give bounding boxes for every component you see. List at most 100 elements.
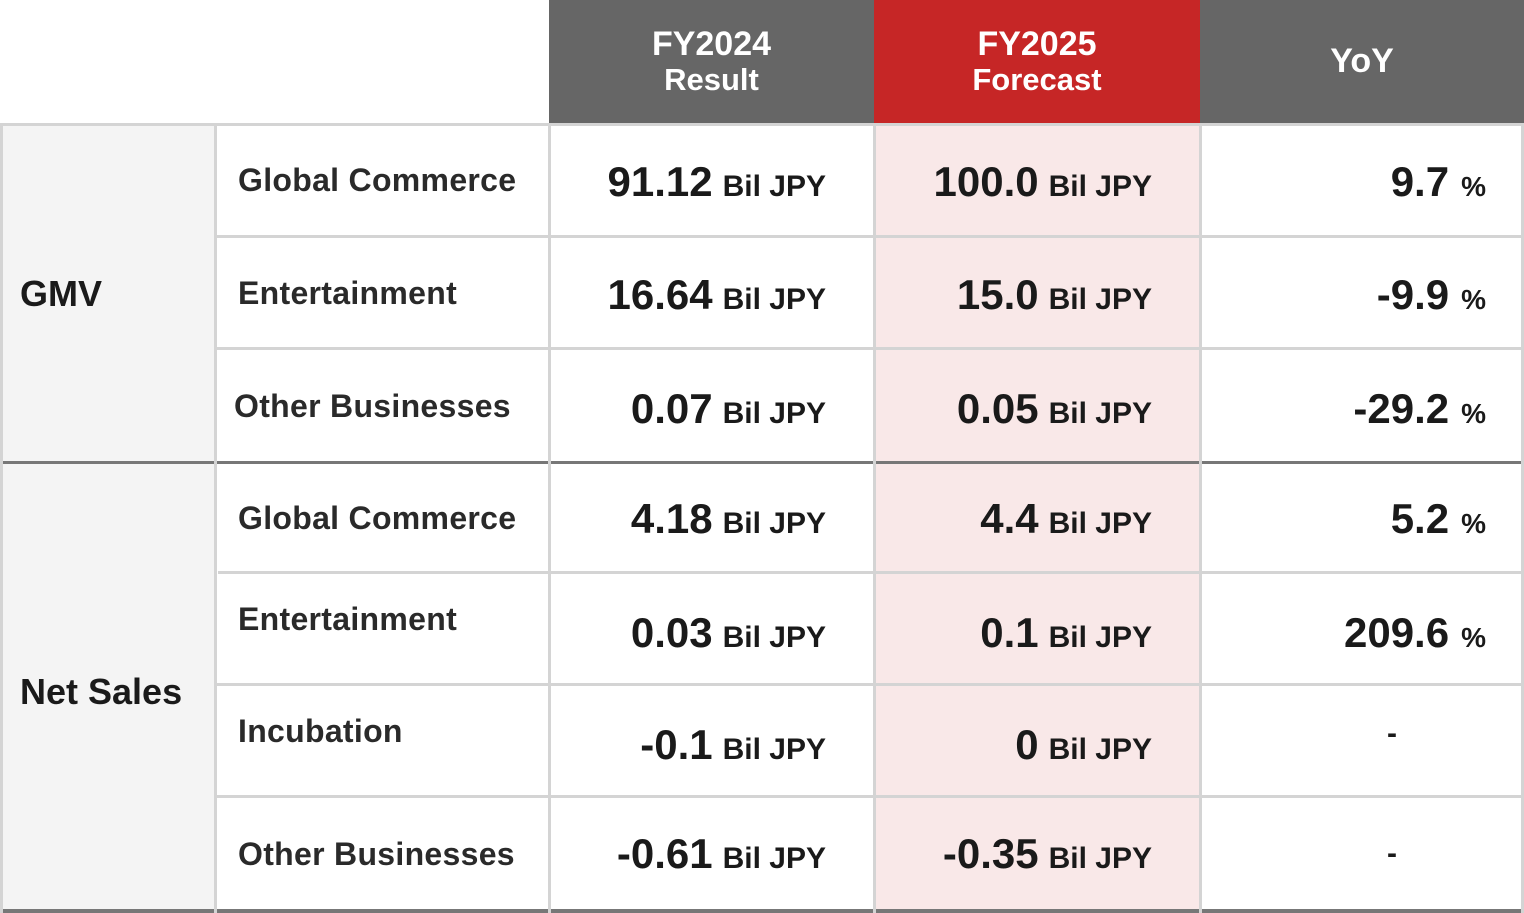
fy2025-value: 4.4: [980, 495, 1039, 542]
divider: [214, 124, 217, 913]
fy2024-value: 4.18: [630, 495, 713, 542]
segment-label: Other Businesses: [234, 387, 511, 424]
fy2024-unit: Bil JPY: [722, 283, 826, 316]
fy2024-unit: Bil JPY: [722, 733, 826, 766]
yoy-unit: %: [1461, 171, 1486, 202]
segment-cell: Global Commerce: [216, 464, 549, 572]
divider: [1199, 124, 1202, 913]
fy2025-cell: 100.0 Bil JPY: [874, 124, 1200, 237]
divider: [548, 124, 551, 913]
fy2024-unit: Bil JPY: [722, 842, 826, 875]
segment-cell: Entertainment: [216, 237, 549, 349]
yoy-unit: %: [1461, 622, 1486, 653]
divider: [216, 347, 1524, 350]
segment-cell: Incubation: [216, 685, 549, 796]
divider: [0, 123, 1524, 126]
divider: [216, 683, 1524, 686]
yoy-cell: -: [1200, 797, 1524, 911]
yoy-value: 9.7: [1390, 158, 1450, 205]
fy2025-unit: Bil JPY: [1048, 842, 1152, 875]
segment-label: Global Commerce: [238, 162, 517, 198]
header-yoy: YoY: [1200, 0, 1524, 123]
fy2024-cell: -0.1 Bil JPY: [549, 685, 874, 796]
header-yoy-label: YoY: [1330, 42, 1394, 81]
header-fy2024: FY2024 Result: [549, 0, 874, 123]
group-gmv: GMV: [0, 124, 216, 463]
fy2024-value: 0.03: [630, 609, 713, 656]
fy2025-value: 0.1: [980, 609, 1039, 656]
fy2024-unit: Bil JPY: [722, 621, 826, 654]
divider: [218, 571, 1524, 574]
header-fy2025-year: FY2025: [977, 25, 1097, 64]
fy2025-unit: Bil JPY: [1048, 283, 1152, 316]
fy2025-cell: 15.0 Bil JPY: [874, 237, 1200, 349]
fy2025-cell: 0.1 Bil JPY: [874, 573, 1200, 684]
segment-label: Global Commerce: [238, 499, 517, 536]
yoy-unit: %: [1461, 508, 1486, 539]
fy2024-value: -0.61: [616, 830, 713, 877]
yoy-value: 209.6: [1343, 609, 1450, 656]
fy2025-cell: 4.4 Bil JPY: [874, 464, 1200, 572]
fy2025-cell: -0.35 Bil JPY: [874, 797, 1200, 911]
segment-cell: Other Businesses: [216, 349, 549, 463]
fy2025-cell: 0.05 Bil JPY: [874, 349, 1200, 463]
fy2024-cell: 4.18 Bil JPY: [549, 464, 874, 572]
fy2025-unit: Bil JPY: [1048, 733, 1152, 766]
yoy-cell: -: [1200, 685, 1524, 796]
fy2024-cell: -0.61 Bil JPY: [549, 797, 874, 911]
fy2025-value: -0.35: [942, 830, 1039, 877]
yoy-value: -9.9: [1376, 271, 1450, 318]
yoy-unit: %: [1461, 284, 1486, 315]
yoy-value: -29.2: [1353, 385, 1450, 432]
divider: [1521, 124, 1524, 913]
group-gmv-label: GMV: [20, 272, 103, 314]
divider: [216, 235, 1524, 238]
segment-cell: Entertainment: [216, 573, 549, 684]
fy2025-value: 100.0: [933, 158, 1039, 205]
fy2024-unit: Bil JPY: [722, 397, 826, 430]
fy2024-unit: Bil JPY: [722, 170, 826, 203]
yoy-cell: 9.7 %: [1200, 124, 1524, 237]
group-net-sales: Net Sales: [0, 464, 216, 913]
fy2024-value: -0.1: [640, 721, 713, 768]
fy2025-value: 15.0: [956, 271, 1039, 318]
header-fy2024-year: FY2024: [651, 25, 772, 64]
segment-cell: Global Commerce: [216, 124, 549, 237]
yoy-cell: 209.6 %: [1200, 573, 1524, 684]
fy2025-unit: Bil JPY: [1048, 397, 1152, 430]
yoy-cell: -29.2 %: [1200, 349, 1524, 463]
fy2024-cell: 91.12 Bil JPY: [549, 124, 874, 237]
yoy-value: -: [1387, 837, 1397, 870]
yoy-cell: 5.2 %: [1200, 464, 1524, 572]
group-divider: [0, 461, 1524, 464]
bottom-border: [0, 909, 1524, 913]
header-fy2025-label: Forecast: [972, 62, 1102, 98]
fy2025-value: 0: [1015, 721, 1039, 768]
divider: [216, 795, 1524, 798]
divider: [873, 124, 876, 913]
header-fy2025: FY2025 Forecast: [874, 0, 1200, 123]
segment-label: Entertainment: [238, 274, 458, 311]
header-fy2024-label: Result: [664, 62, 759, 98]
segment-cell: Other Businesses: [216, 797, 549, 911]
fy2025-unit: Bil JPY: [1048, 621, 1152, 654]
yoy-value: -: [1387, 717, 1397, 750]
yoy-value: 5.2: [1390, 495, 1450, 542]
divider: [0, 124, 3, 913]
fy2024-unit: Bil JPY: [722, 507, 826, 540]
segment-label: Incubation: [238, 713, 403, 749]
fy2024-value: 91.12: [607, 158, 713, 205]
fy2024-value: 16.64: [607, 271, 713, 318]
fy2024-cell: 0.07 Bil JPY: [549, 349, 874, 463]
fy2025-value: 0.05: [956, 385, 1039, 432]
yoy-unit: %: [1461, 398, 1486, 429]
yoy-cell: -9.9 %: [1200, 237, 1524, 349]
fy2025-cell: 0 Bil JPY: [874, 685, 1200, 796]
segment-label: Other Businesses: [238, 835, 515, 872]
segment-label: Entertainment: [238, 601, 458, 637]
group-net-sales-label: Net Sales: [20, 670, 183, 712]
fy2025-unit: Bil JPY: [1048, 170, 1152, 203]
fy2024-value: 0.07: [630, 385, 713, 432]
fy2025-unit: Bil JPY: [1048, 507, 1152, 540]
fy2024-cell: 16.64 Bil JPY: [549, 237, 874, 349]
